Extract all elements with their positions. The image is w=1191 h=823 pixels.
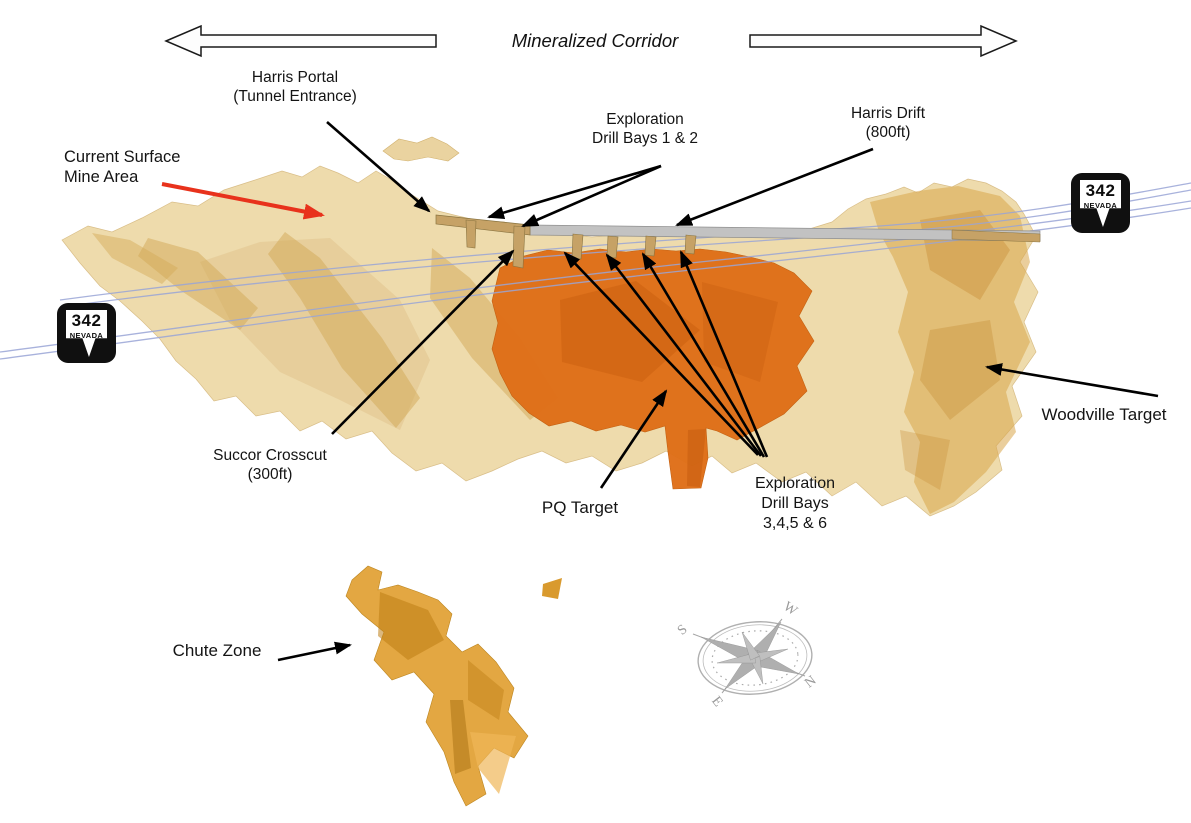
arrow-harris-drift	[675, 147, 874, 227]
highway-342-shield-left: 342 NEVADA	[58, 304, 115, 362]
succor-crosscut-stub	[512, 225, 526, 269]
compass-dotted-ring	[711, 630, 799, 686]
drill-bay-stub	[606, 235, 619, 259]
pq-target-label: PQ Target	[542, 497, 618, 518]
nevada-state-shape: 342 NEVADA	[1080, 180, 1121, 227]
bays3456-line1: Exploration	[754, 475, 836, 492]
compass-south-label: S	[675, 622, 691, 639]
chute-highlight	[470, 732, 516, 794]
corridor-direction-arrows	[164, 24, 1018, 58]
compass-star	[700, 621, 800, 690]
current-surface-mine-label: Current Surface Mine Area	[64, 147, 180, 188]
arrow-bays3456-2	[605, 253, 763, 457]
tunnel-right-segment	[951, 229, 1041, 243]
woodville-target-label: Woodville Target	[1041, 404, 1166, 425]
harris-portal-label: Harris Portal (Tunnel Entrance)	[233, 68, 357, 106]
arrow-chute-zone	[277, 641, 352, 662]
drill-bay-stub	[684, 234, 697, 255]
drill-bay-stub	[465, 219, 477, 249]
harris-portal-line1: Harris Portal	[251, 69, 339, 86]
woodville-target-body	[870, 186, 1030, 514]
current-surface-line1: Current Surface	[64, 148, 181, 166]
woodville-shade	[920, 320, 1000, 420]
current-surface-line2: Mine Area	[64, 168, 139, 187]
route-number: 342	[71, 311, 102, 330]
arrow-bays3456-3	[641, 252, 766, 458]
chute-shade	[450, 700, 471, 774]
compass-outer-ring	[697, 621, 813, 695]
pq-body-shade	[702, 282, 778, 382]
surface-fragment-top	[382, 136, 460, 162]
surface-shade-streak	[92, 233, 178, 284]
woodville-shade	[900, 430, 950, 490]
mineralized-corridor-title: Mineralized Corridor	[511, 30, 679, 51]
exploration-bays-3456-label: Exploration Drill Bays 3,4,5 & 6	[755, 474, 835, 533]
nevada-state-shape: 342 NEVADA	[66, 310, 107, 357]
highway-342-shield-right: 342 NEVADA	[1072, 174, 1129, 232]
harris-drift-line1: Harris Drift	[850, 105, 926, 122]
tunnel-tan-segment	[435, 214, 531, 236]
compass-west-label: W	[780, 599, 800, 619]
bays3456-line2: Drill Bays	[761, 494, 829, 512]
bays12-line1: Exploration	[606, 111, 684, 128]
chute-shade	[468, 660, 504, 720]
arrow-pq-target	[599, 389, 668, 489]
arrow-current-surface-mine	[161, 182, 325, 220]
chute-fragment	[542, 578, 562, 599]
arrow-bays3456-1	[563, 251, 759, 456]
state-name: NEVADA	[69, 331, 104, 340]
harris-drift-line2: (800ft)	[865, 124, 911, 142]
drill-bay-stub	[571, 233, 584, 260]
pq-body-shade	[687, 429, 706, 487]
corridor-arrow-right	[749, 24, 1018, 58]
chute-zone-body	[345, 565, 562, 807]
road-line	[0, 207, 1191, 360]
compass-east-label: E	[708, 694, 725, 710]
compass-rose: W S N E	[675, 599, 820, 710]
bays12-line2: Drill Bays 1 & 2	[592, 130, 698, 148]
arrow-woodville	[985, 363, 1159, 398]
arrow-bays3456-4	[679, 250, 769, 458]
road-line	[0, 200, 1191, 353]
surface-shade-streak	[138, 238, 258, 330]
arrow-succor-crosscut	[331, 249, 515, 435]
corridor-arrow-left	[164, 24, 437, 58]
woodville-line1: Woodville Target	[1041, 405, 1167, 424]
state-name: NEVADA	[1083, 201, 1118, 210]
drill-bay-stub	[644, 235, 657, 257]
arrow-harris-portal	[326, 121, 431, 213]
chute-shade	[378, 592, 444, 660]
arrow-bays12-right	[521, 164, 662, 228]
exploration-bays-1-2-label: Exploration Drill Bays 1 & 2	[592, 110, 698, 148]
compass-inner-ring	[702, 624, 808, 692]
surface-shade-streak	[268, 232, 420, 428]
succor-crosscut-label: Succor Crosscut (300ft)	[213, 446, 327, 484]
annotation-arrows	[277, 121, 1159, 662]
woodville-body-outline	[870, 186, 1030, 514]
route-number: 342	[1085, 181, 1116, 200]
harris-drift-label: Harris Drift (800ft)	[851, 104, 925, 142]
arrow-bays12-left	[487, 164, 662, 219]
harris-portal-line2: (Tunnel Entrance)	[233, 88, 357, 106]
chute-zone-label: Chute Zone	[173, 640, 262, 661]
pq-target-line1: PQ Target	[541, 498, 619, 517]
succor-line2: (300ft)	[247, 466, 293, 484]
succor-line1: Succor Crosscut	[213, 447, 327, 464]
chute-zone-line1: Chute Zone	[172, 641, 262, 660]
bays3456-line3: 3,4,5 & 6	[762, 514, 828, 532]
